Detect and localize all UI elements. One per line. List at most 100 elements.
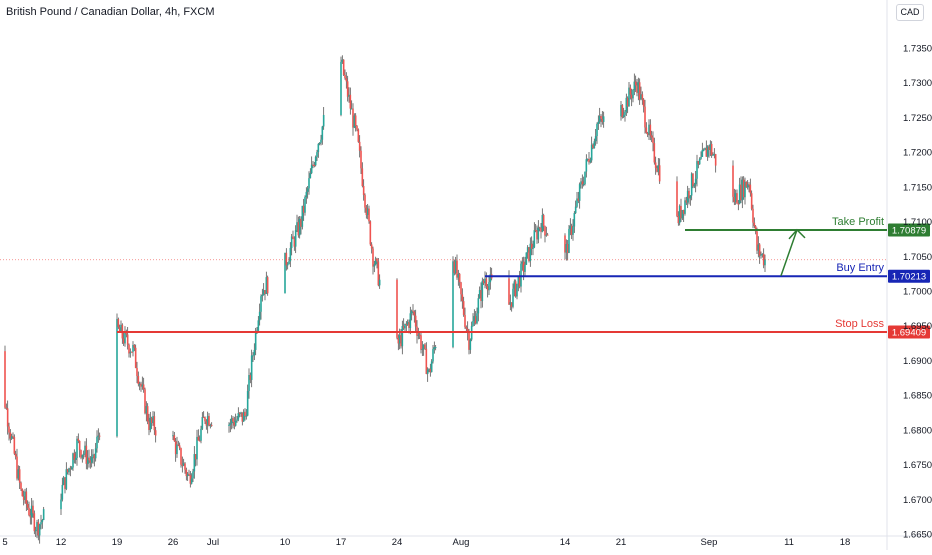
candle-body: [362, 186, 365, 196]
candle-body: [632, 89, 634, 99]
candle-body: [752, 208, 754, 223]
candle-body: [693, 184, 696, 187]
candle-body: [149, 417, 152, 431]
candle-body: [154, 430, 157, 436]
currency-badge[interactable]: CAD: [896, 4, 924, 21]
candle-body: [172, 435, 174, 437]
candle-body: [517, 276, 520, 284]
candle-body: [645, 127, 648, 133]
buy-entry-price-tag: [888, 269, 930, 283]
candle-body: [756, 231, 758, 251]
x-tick-label: 21: [616, 537, 627, 548]
candle-body: [309, 173, 312, 179]
y-tick-label: 1.70500: [903, 252, 932, 263]
candle-body: [369, 221, 372, 245]
candle-body: [188, 473, 190, 476]
candle-body: [4, 351, 6, 408]
candle-body: [564, 235, 566, 253]
y-tick-label: 1.68000: [903, 425, 932, 436]
candle-body: [152, 416, 154, 424]
candle-body: [376, 258, 378, 262]
candle-body: [468, 332, 470, 350]
candle-body: [252, 355, 254, 357]
candle-body: [473, 316, 476, 321]
candle-body: [40, 522, 42, 525]
candle-body: [78, 440, 81, 451]
candle-body: [250, 355, 253, 380]
candle-body: [354, 115, 357, 126]
candle-body: [577, 198, 580, 201]
candle-body: [174, 441, 177, 455]
candle-body: [38, 524, 41, 536]
candle-body: [461, 294, 464, 302]
candle-body: [32, 505, 34, 514]
candle-body: [82, 453, 85, 455]
candle-body: [736, 193, 738, 204]
candle-body: [428, 368, 430, 370]
x-tick-label: 11: [784, 537, 794, 548]
candle-body: [41, 519, 44, 523]
candle-body: [305, 191, 308, 198]
candle-body: [66, 469, 69, 473]
x-tick-label: 12: [56, 537, 67, 548]
candle-body: [249, 375, 252, 380]
candle-body: [488, 282, 490, 291]
candle-body: [320, 139, 322, 143]
candle-body: [540, 227, 542, 232]
x-tick-label: Aug: [453, 537, 470, 548]
candle-body: [680, 205, 682, 219]
candle-body: [397, 337, 400, 344]
candle-body: [345, 78, 348, 82]
candle-body: [452, 261, 454, 348]
candle-body: [602, 116, 605, 122]
candle-body: [210, 424, 213, 426]
candle-body: [16, 456, 18, 479]
candle-body: [130, 351, 133, 353]
candle-body: [406, 321, 409, 325]
candle-body: [144, 389, 146, 414]
candle-body: [478, 290, 481, 299]
candle-body: [681, 210, 684, 219]
candle-body: [298, 218, 301, 236]
candle-body: [412, 310, 414, 312]
y-tick-label: 1.66500: [903, 530, 932, 541]
candle-body: [460, 282, 462, 295]
y-tick-label: 1.71000: [903, 217, 932, 228]
candle-body: [201, 417, 204, 429]
candle-body: [477, 298, 480, 314]
candle-body: [677, 216, 680, 224]
candle-body: [368, 208, 370, 222]
candle-body: [64, 477, 66, 489]
candle-body: [733, 196, 736, 202]
candle-body: [236, 419, 238, 421]
candle-body: [521, 261, 524, 264]
candle-body: [682, 210, 685, 214]
candle-body: [706, 146, 709, 157]
time-axis[interactable]: 5 12 19 26 Jul 10 17 24 Aug 14 21 Sep 11 18: [2, 537, 850, 548]
candle-body: [88, 457, 90, 461]
price-axis[interactable]: 1.73500 1.73000 1.72500 1.72000 1.71500 1.710…: [903, 44, 932, 541]
candle-body: [546, 234, 549, 236]
stop-loss-label: Stop Loss: [835, 318, 884, 330]
candle-body: [741, 179, 744, 201]
candle-body: [754, 226, 757, 232]
candle-body: [409, 313, 412, 329]
candle-body: [585, 159, 588, 172]
y-tick-label: 1.72500: [903, 113, 932, 124]
y-tick-label: 1.72000: [903, 148, 932, 159]
candle-body: [118, 327, 121, 333]
candle-body: [630, 94, 633, 99]
candle-body: [258, 311, 261, 321]
candle-body: [524, 264, 526, 272]
candle-body: [93, 454, 96, 459]
candle-body: [401, 326, 404, 347]
candle-body: [206, 416, 209, 426]
candle-body: [696, 161, 698, 179]
candle-body: [146, 406, 149, 422]
take-profit-price-text: 1.70879: [892, 225, 926, 236]
candle-body: [69, 468, 72, 470]
candle-body: [232, 418, 234, 422]
candle-body: [598, 115, 601, 122]
